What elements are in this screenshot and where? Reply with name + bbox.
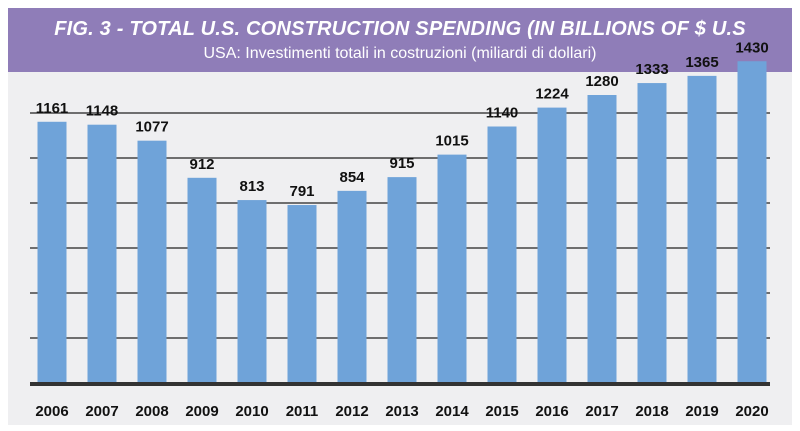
bar-2015 (487, 126, 517, 383)
data-label-2016: 1224 (535, 86, 569, 103)
bar-2006 (37, 121, 67, 384)
chart-title: FIG. 3 - TOTAL U.S. CONSTRUCTION SPENDIN… (54, 18, 746, 40)
data-label-2007: 1148 (86, 103, 119, 120)
data-label-2011: 791 (289, 183, 314, 200)
x-tick-label-2015: 2015 (485, 403, 518, 420)
x-tick-label-2014: 2014 (435, 403, 469, 420)
data-label-2019: 1365 (685, 54, 718, 71)
data-label-2010: 813 (239, 178, 264, 195)
x-tick-label-2011: 2011 (286, 403, 319, 420)
data-label-2015: 1140 (486, 105, 519, 122)
x-tick-label-2009: 2009 (185, 403, 218, 420)
chart-subtitle: USA: Investimenti totali in costruzioni … (203, 45, 597, 62)
data-label-2018: 1333 (635, 61, 668, 78)
data-label-2012: 854 (339, 169, 365, 186)
bar-2020 (737, 61, 767, 383)
data-label-2013: 915 (389, 155, 414, 172)
x-tick-label-2017: 2017 (585, 403, 618, 420)
data-label-2009: 912 (189, 156, 214, 173)
x-tick-label-2010: 2010 (235, 403, 268, 420)
bar-2013 (387, 177, 417, 383)
bar-2017 (587, 95, 617, 383)
bar-2011 (287, 205, 317, 383)
x-tick-label-2012: 2012 (335, 403, 368, 420)
x-tick-label-2019: 2019 (685, 403, 718, 420)
bar-2019 (687, 75, 717, 383)
x-tick-label-2020: 2020 (735, 403, 768, 420)
x-tick-label-2016: 2016 (535, 403, 568, 420)
bar-2016 (537, 107, 567, 383)
x-tick-label-2007: 2007 (85, 403, 118, 420)
x-tick-label-2013: 2013 (385, 403, 418, 420)
x-tick-label-2008: 2008 (135, 403, 168, 420)
x-tick-label-2018: 2018 (635, 403, 668, 420)
bar-2010 (237, 200, 267, 383)
data-label-2020: 1430 (735, 39, 768, 56)
bar-2012 (337, 190, 367, 383)
data-label-2008: 1077 (135, 119, 168, 136)
bar-2007 (87, 124, 117, 383)
bar-2014 (437, 154, 467, 383)
data-label-2014: 1015 (435, 133, 468, 150)
data-label-2017: 1280 (585, 73, 618, 90)
x-tick-label-2006: 2006 (35, 403, 68, 420)
bar-2018 (637, 83, 667, 383)
data-label-2006: 1161 (36, 100, 69, 117)
chart-header: FIG. 3 - TOTAL U.S. CONSTRUCTION SPENDIN… (8, 8, 792, 72)
bar-2008 (137, 140, 167, 383)
bar-2009 (187, 177, 217, 383)
